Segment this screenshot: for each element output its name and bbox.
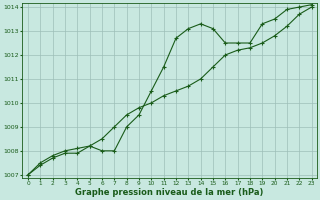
X-axis label: Graphe pression niveau de la mer (hPa): Graphe pression niveau de la mer (hPa) bbox=[75, 188, 263, 197]
